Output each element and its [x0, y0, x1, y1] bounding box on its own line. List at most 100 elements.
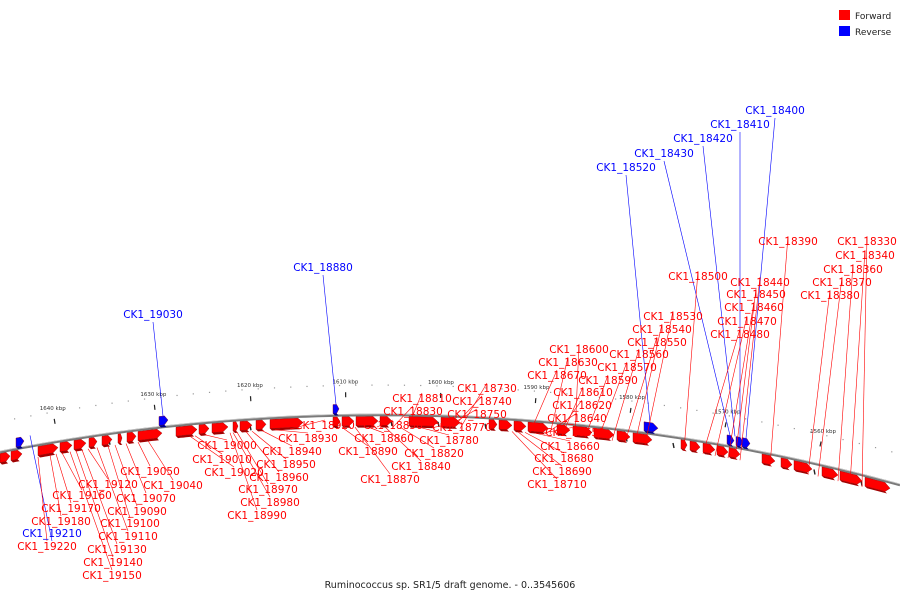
gene-block-reverse[interactable]: [15, 436, 25, 448]
gene-block-forward[interactable]: [232, 421, 239, 432]
gene-label[interactable]: CK1_18840: [391, 461, 451, 473]
gene-block-forward[interactable]: [239, 420, 253, 431]
gene-label[interactable]: CK1_18830: [383, 406, 443, 418]
gene-label[interactable]: CK1_18330: [837, 236, 897, 248]
gene-label[interactable]: CK1_18390: [758, 236, 818, 248]
gene-label[interactable]: CK1_19070: [116, 493, 176, 505]
gene-label[interactable]: CK1_18810: [392, 393, 452, 405]
gene-label[interactable]: CK1_18520: [596, 162, 656, 174]
gene-label[interactable]: CK1_18650: [545, 427, 605, 439]
gene-label[interactable]: CK1_18860: [354, 433, 414, 445]
gene-label[interactable]: CK1_19040: [143, 480, 203, 492]
gene-label[interactable]: CK1_18880: [293, 262, 353, 274]
gene-label[interactable]: CK1_18540: [632, 324, 692, 336]
gene-label[interactable]: CK1_18630: [538, 357, 598, 369]
gene-block-reverse[interactable]: [741, 437, 751, 448]
gene-label[interactable]: CK1_19130: [87, 544, 147, 556]
gene-label[interactable]: CK1_18590: [578, 375, 638, 387]
gene-label[interactable]: CK1_19110: [98, 531, 158, 543]
gene-label[interactable]: CK1_18970: [238, 484, 298, 496]
gene-block-forward[interactable]: [137, 428, 163, 441]
gene-label[interactable]: CK1_18450: [726, 289, 786, 301]
gene-label[interactable]: CK1_19090: [107, 506, 167, 518]
gene-block-forward[interactable]: [498, 419, 513, 430]
gene-label[interactable]: CK1_18570: [597, 362, 657, 374]
gene-label[interactable]: CK1_19030: [123, 309, 183, 321]
gene-block-forward[interactable]: [101, 435, 113, 446]
gene-label[interactable]: CK1_18380: [800, 290, 860, 302]
gene-label[interactable]: CK1_18990: [227, 510, 287, 522]
gene-label[interactable]: CK1_18410: [710, 119, 770, 131]
gene-label[interactable]: CK1_18710: [527, 479, 587, 491]
gene-label[interactable]: CK1_18440: [730, 277, 790, 289]
gene-label[interactable]: CK1_19220: [17, 541, 77, 553]
gene-block-forward[interactable]: [117, 433, 123, 444]
gene-block-forward[interactable]: [689, 440, 701, 452]
gene-block-forward[interactable]: [0, 452, 11, 463]
gene-label[interactable]: CK1_18500: [668, 271, 728, 283]
gene-label[interactable]: CK1_19120: [78, 479, 138, 491]
gene-label[interactable]: CK1_18470: [717, 316, 777, 328]
gene-label[interactable]: CK1_19100: [100, 518, 160, 530]
gene-label[interactable]: CK1_18600: [549, 344, 609, 356]
gene-block-forward[interactable]: [728, 447, 741, 459]
gene-label[interactable]: CK1_18890: [338, 446, 398, 458]
gene-block-forward[interactable]: [513, 420, 527, 431]
gene-label[interactable]: CK1_18940: [262, 446, 322, 458]
gene-label[interactable]: CK1_19140: [83, 557, 143, 569]
gene-label[interactable]: CK1_18560: [609, 349, 669, 361]
gene-label[interactable]: CK1_18640: [547, 413, 607, 425]
gene-label[interactable]: CK1_18530: [643, 311, 703, 323]
gene-label[interactable]: CK1_18460: [724, 302, 784, 314]
gene-label[interactable]: CK1_18370: [812, 277, 872, 289]
gene-label[interactable]: CK1_18670: [527, 370, 587, 382]
gene-label[interactable]: CK1_19050: [120, 466, 180, 478]
gene-block-reverse[interactable]: [643, 421, 659, 433]
gene-label[interactable]: CK1_18930: [278, 433, 338, 445]
gene-label[interactable]: CK1_18690: [532, 466, 592, 478]
gene-block-forward[interactable]: [793, 460, 813, 473]
gene-label[interactable]: CK1_18920: [295, 420, 355, 432]
gene-label[interactable]: CK1_18770: [432, 422, 492, 434]
gene-label[interactable]: CK1_18750: [447, 409, 507, 421]
gene-label[interactable]: CK1_19170: [41, 503, 101, 515]
gene-block-forward[interactable]: [10, 449, 23, 461]
gene-block-reverse[interactable]: [158, 415, 169, 426]
gene-label[interactable]: CK1_18780: [419, 435, 479, 447]
gene-block-forward[interactable]: [716, 445, 729, 457]
gene-label[interactable]: CK1_18850: [363, 420, 423, 432]
gene-label[interactable]: CK1_18550: [627, 337, 687, 349]
gene-label[interactable]: CK1_18960: [249, 472, 309, 484]
gene-label[interactable]: CK1_18400: [745, 105, 805, 117]
gene-block-forward[interactable]: [680, 439, 688, 450]
gene-label[interactable]: CK1_18610: [553, 387, 613, 399]
gene-label[interactable]: CK1_18660: [540, 441, 600, 453]
gene-block-forward[interactable]: [73, 439, 87, 450]
gene-label[interactable]: CK1_19020: [204, 467, 264, 479]
gene-block-forward[interactable]: [59, 441, 73, 452]
gene-block-forward[interactable]: [864, 477, 891, 492]
gene-label[interactable]: CK1_18820: [404, 448, 464, 460]
gene-block-forward[interactable]: [198, 424, 210, 435]
gene-label[interactable]: CK1_18340: [835, 250, 895, 262]
gene-label[interactable]: CK1_19210: [22, 528, 82, 540]
gene-label[interactable]: CK1_18730: [457, 383, 517, 395]
gene-label[interactable]: CK1_18430: [634, 148, 694, 160]
gene-block-forward[interactable]: [88, 437, 98, 448]
gene-label[interactable]: CK1_19160: [52, 490, 112, 502]
gene-label[interactable]: CK1_18870: [360, 474, 420, 486]
gene-label[interactable]: CK1_18980: [240, 497, 300, 509]
gene-label[interactable]: CK1_18620: [552, 400, 612, 412]
gene-block-reverse[interactable]: [332, 404, 340, 414]
gene-block-forward[interactable]: [255, 419, 267, 430]
gene-block-forward[interactable]: [126, 431, 137, 443]
gene-label[interactable]: CK1_19010: [192, 454, 252, 466]
gene-label[interactable]: CK1_18420: [673, 133, 733, 145]
gene-label[interactable]: CK1_18360: [823, 264, 883, 276]
gene-label[interactable]: CK1_19150: [82, 570, 142, 582]
gene-label[interactable]: CK1_18740: [452, 396, 512, 408]
gene-block-forward[interactable]: [211, 422, 229, 433]
gene-block-forward[interactable]: [175, 425, 198, 437]
gene-label[interactable]: CK1_19000: [197, 440, 257, 452]
gene-label[interactable]: CK1_18680: [534, 453, 594, 465]
